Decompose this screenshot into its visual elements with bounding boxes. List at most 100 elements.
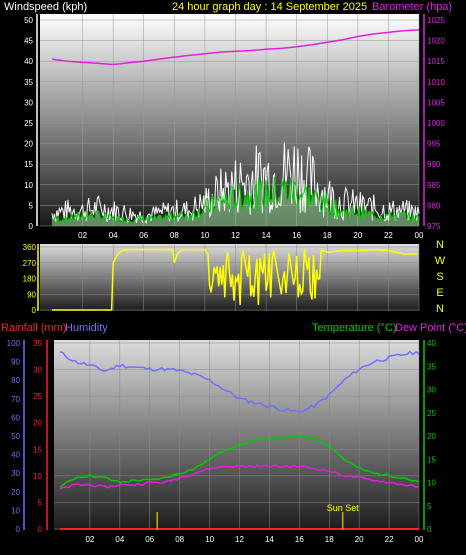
direction-panel-series bbox=[52, 248, 418, 311]
wind-tick-label: 0 bbox=[29, 222, 34, 231]
wind-panel-grid bbox=[40, 14, 420, 227]
temperature-tick-label: 25 bbox=[427, 409, 436, 418]
barometer-tick-label: 980 bbox=[427, 201, 441, 210]
temp-x-tick-label: 00 bbox=[415, 535, 424, 544]
barometer-tick-label: 1020 bbox=[427, 37, 445, 46]
barometer-tick-label: 990 bbox=[427, 160, 441, 169]
wind-direction-line bbox=[52, 248, 418, 311]
wind-tick-label: 25 bbox=[24, 119, 33, 128]
compass-label-1: W bbox=[435, 255, 446, 267]
wind-tick-label: 10 bbox=[24, 181, 33, 190]
barometer-tick-label: 1005 bbox=[427, 98, 445, 107]
compass-label-3: E bbox=[436, 287, 443, 299]
temperature-tick-label: 0 bbox=[427, 525, 432, 534]
humidity-tick-label: 50 bbox=[11, 432, 20, 441]
barometer-tick-label: 1000 bbox=[427, 119, 445, 128]
wind-x-tick-label: 04 bbox=[109, 231, 118, 240]
sunset-label: Sun Set bbox=[327, 503, 360, 513]
temperature-tick-label: 40 bbox=[427, 339, 436, 348]
temp-panel-bg bbox=[54, 340, 419, 530]
dewpoint-axis-title: Dew Point (°C) bbox=[395, 322, 466, 334]
barometer-tick-label: 1025 bbox=[427, 16, 445, 25]
barometer-line bbox=[51, 29, 420, 66]
temp-x-tick-label: 10 bbox=[205, 535, 214, 544]
temp-x-tick-label: 20 bbox=[355, 535, 364, 544]
wind-x-tick-label: 12 bbox=[231, 231, 240, 240]
compass-label-2: S bbox=[436, 271, 443, 283]
temp-panel-axes: 0102030405060708090100051015202530350510… bbox=[7, 339, 437, 544]
barometer-tick-label: 1010 bbox=[427, 78, 445, 87]
barometer-tick-label: 985 bbox=[427, 181, 441, 190]
wind-tick-label: 5 bbox=[29, 201, 34, 210]
wind-x-tick-label: 00 bbox=[415, 231, 424, 240]
temperature-axis-title: Temperature (°C) bbox=[312, 322, 396, 334]
humidity-tick-label: 0 bbox=[16, 525, 21, 534]
humidity-tick-label: 90 bbox=[11, 358, 20, 367]
temperature-tick-label: 20 bbox=[427, 432, 436, 441]
barometer-tick-label: 1015 bbox=[427, 57, 445, 66]
rain-tick-label: 25 bbox=[33, 392, 42, 401]
temp-x-tick-label: 22 bbox=[385, 535, 394, 544]
direction-tick-label: 270 bbox=[23, 259, 37, 268]
dewpoint-line bbox=[59, 464, 420, 490]
humidity-tick-label: 80 bbox=[11, 376, 20, 385]
temperature-tick-label: 15 bbox=[427, 455, 436, 464]
humidity-axis-title: Humidity bbox=[65, 322, 108, 334]
wind-tick-label: 20 bbox=[24, 140, 33, 149]
wind-x-tick-label: 08 bbox=[170, 231, 179, 240]
wind-average-area bbox=[52, 176, 419, 226]
humidity-tick-label: 20 bbox=[11, 488, 20, 497]
direction-tick-label: 360 bbox=[23, 243, 37, 252]
wind-tick-label: 30 bbox=[24, 98, 33, 107]
wind-tick-label: 15 bbox=[24, 160, 33, 169]
wind-gust-line bbox=[51, 142, 420, 225]
graph-title: 24 hour graph day : 14 September 2025 bbox=[172, 1, 367, 13]
rain-tick-label: 30 bbox=[33, 366, 42, 375]
temp-x-tick-label: 16 bbox=[295, 535, 304, 544]
windspeed-axis-title: Windspeed (kph) bbox=[4, 1, 87, 13]
barometer-tick-label: 975 bbox=[427, 222, 441, 231]
wind-x-tick-label: 16 bbox=[292, 231, 301, 240]
direction-panel-axes: 0 90 180 270 360 bbox=[23, 243, 39, 315]
temp-x-tick-label: 14 bbox=[265, 535, 274, 544]
wind-tick-label: 50 bbox=[24, 16, 33, 25]
rainfall-axis-title: Rainfall (mm) bbox=[1, 322, 66, 334]
humidity-tick-label: 10 bbox=[11, 506, 20, 515]
barometer-axis-title: Barometer (hpa) bbox=[372, 1, 452, 13]
humidity-tick-label: 100 bbox=[7, 339, 21, 348]
temperature-tick-label: 10 bbox=[427, 479, 436, 488]
humidity-tick-label: 70 bbox=[11, 395, 20, 404]
wind-x-tick-label: 06 bbox=[139, 231, 148, 240]
wind-x-tick-label: 14 bbox=[262, 231, 271, 240]
wind-x-tick-label: 22 bbox=[384, 231, 393, 240]
wind-tick-label: 45 bbox=[24, 37, 33, 46]
rain-tick-label: 35 bbox=[33, 339, 42, 348]
temp-panel-series bbox=[59, 350, 420, 530]
wind-tick-label: 35 bbox=[24, 78, 33, 87]
rain-tick-label: 0 bbox=[38, 525, 43, 534]
direction-tick-label: 90 bbox=[27, 290, 36, 299]
wind-x-tick-label: 18 bbox=[323, 231, 332, 240]
temp-x-tick-label: 02 bbox=[85, 535, 94, 544]
rain-tick-label: 5 bbox=[38, 498, 43, 507]
humidity-line bbox=[59, 350, 420, 413]
rain-tick-label: 20 bbox=[33, 419, 42, 428]
humidity-tick-label: 60 bbox=[11, 413, 20, 422]
temperature-line bbox=[59, 434, 420, 488]
temp-x-tick-label: 18 bbox=[325, 535, 334, 544]
barometer-tick-label: 995 bbox=[427, 140, 441, 149]
wind-panel-axes: 0510152025303540455097598098599099510001… bbox=[24, 14, 445, 240]
rain-tick-label: 10 bbox=[33, 472, 42, 481]
temperature-tick-label: 30 bbox=[427, 386, 436, 395]
wind-average-line bbox=[51, 176, 420, 225]
wind-x-tick-label: 10 bbox=[200, 231, 209, 240]
wind-panel-bg bbox=[40, 14, 419, 226]
humidity-tick-label: 40 bbox=[11, 451, 20, 460]
direction-tick-label: 0 bbox=[32, 306, 37, 315]
temp-x-tick-label: 08 bbox=[175, 535, 184, 544]
humidity-tick-label: 30 bbox=[11, 469, 20, 478]
wind-tick-label: 40 bbox=[24, 57, 33, 66]
rain-tick-label: 15 bbox=[33, 445, 42, 454]
